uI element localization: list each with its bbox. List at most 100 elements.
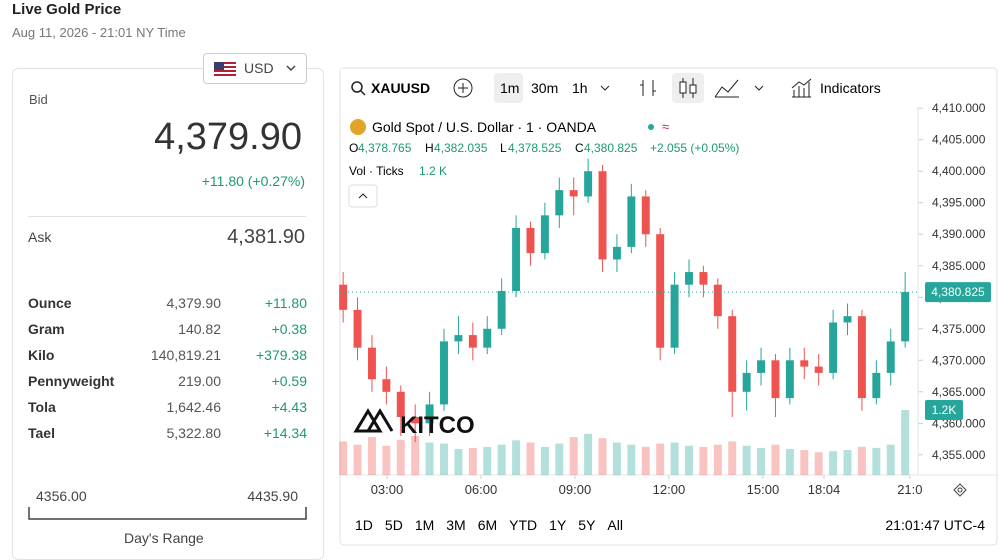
volume-bar — [641, 446, 650, 475]
ohlc-l-label: L — [500, 141, 507, 155]
bars-icon[interactable] — [640, 80, 656, 96]
candle-body — [425, 404, 434, 424]
area-icon[interactable] — [714, 79, 739, 98]
last-price-tag — [925, 282, 991, 303]
series-name: Gold Spot / U.S. Dollar · 1 · OANDA — [372, 119, 597, 135]
candle-body — [886, 341, 895, 373]
candle-body — [742, 372, 751, 392]
candles-icon — [689, 84, 697, 94]
volume-bar — [771, 444, 780, 475]
volume-bar — [728, 441, 737, 475]
status-icon: ≈ — [662, 119, 669, 134]
toolbar-bg — [341, 69, 931, 107]
volume-bar — [425, 442, 434, 475]
interval[interactable]: 1m — [500, 80, 519, 96]
unit-price: 140,819.21 — [150, 347, 221, 363]
range-button[interactable]: All — [607, 517, 623, 533]
interval[interactable]: 30m — [531, 80, 558, 96]
y-tick-label: 4,390.000 — [932, 227, 986, 241]
volume-value: 1.2 K — [419, 164, 447, 178]
range-button[interactable]: 3M — [446, 517, 465, 533]
candle-body — [440, 341, 448, 405]
logo-mark — [353, 408, 394, 433]
add-icon[interactable] — [453, 78, 473, 98]
candle-body — [339, 284, 348, 310]
chevron[interactable] — [754, 85, 764, 91]
unit-change: +4.43 — [271, 399, 307, 415]
volume-bar — [440, 443, 448, 475]
search-icon[interactable] — [351, 81, 363, 93]
gold-icon — [350, 119, 366, 135]
volume-bar — [555, 443, 564, 475]
unit-name: Gram — [28, 321, 65, 337]
candle-body — [483, 328, 492, 348]
indicators[interactable]: Indicators — [820, 80, 881, 96]
range-bar — [28, 507, 307, 520]
candle-body — [785, 360, 794, 399]
unit-name: Ounce — [28, 295, 72, 311]
bid-price: 4,379.90 — [154, 116, 302, 158]
candle-body — [353, 309, 362, 348]
volume-bar — [454, 449, 463, 475]
candle-body — [454, 335, 463, 342]
settings-icon[interactable] — [953, 483, 967, 497]
candle-body — [641, 196, 650, 235]
range-button[interactable]: 1Y — [549, 517, 567, 533]
divider — [28, 216, 306, 217]
currency-select[interactable]: USD — [203, 53, 307, 84]
candle-body — [800, 360, 809, 367]
candle-body — [814, 366, 823, 373]
x-tick-label: 09:00 — [559, 482, 592, 497]
range-button[interactable]: 5Y — [578, 517, 596, 533]
x-tick-label: 18:04 — [808, 482, 841, 497]
y-tick-label: 4,385.000 — [932, 259, 986, 273]
symbol[interactable]: XAUUSD — [371, 80, 430, 96]
volume-bar — [886, 444, 895, 475]
volume-bar — [526, 442, 535, 475]
ohlc-c-label: C — [575, 141, 584, 155]
volume-bar — [757, 447, 766, 475]
x-tick-label: 06:00 — [465, 482, 498, 497]
candle-body — [771, 360, 780, 399]
y-tick-label: 4,375.000 — [932, 322, 986, 336]
y-tick-label: 4,370.000 — [932, 353, 986, 367]
volume-bar — [598, 438, 607, 475]
candle-body — [497, 290, 506, 329]
candle-body — [670, 284, 679, 348]
candle-body — [540, 215, 549, 254]
range-button[interactable]: 6M — [478, 517, 497, 533]
candle-body — [857, 316, 866, 399]
volume-bar — [396, 439, 405, 475]
volume-bar — [829, 451, 838, 475]
flag-icon — [214, 62, 236, 76]
range-button[interactable]: YTD — [509, 517, 537, 533]
last-price-label: 4,380.825 — [931, 285, 985, 299]
candle-body — [612, 246, 621, 260]
range-button[interactable]: 5D — [385, 517, 403, 533]
collapse-button[interactable] — [348, 184, 378, 208]
indicators-icon[interactable] — [791, 78, 812, 98]
unit-change: +0.59 — [271, 373, 307, 389]
interval[interactable]: 1h — [572, 80, 588, 96]
candles-icon[interactable] — [679, 81, 687, 94]
volume-bar — [584, 433, 593, 475]
candle-body — [598, 171, 607, 260]
candle-body — [627, 196, 636, 247]
ohlc-h-label: H — [425, 141, 434, 155]
volume-bar — [800, 450, 809, 475]
volume-bar — [540, 446, 549, 475]
candle-body — [382, 379, 391, 392]
volume-bar — [468, 447, 477, 475]
range-button[interactable]: 1M — [415, 517, 434, 533]
y-tick-label: 4,410.000 — [932, 101, 986, 115]
volume-bar — [382, 445, 391, 475]
range-high: 4435.90 — [247, 488, 298, 504]
unit-price: 1,642.46 — [166, 399, 222, 415]
candle-body — [526, 227, 535, 254]
volume-bar — [742, 445, 751, 475]
unit-price: 5,322.80 — [166, 425, 222, 441]
range-button[interactable]: 1D — [355, 517, 373, 533]
range-low: 4356.00 — [36, 488, 87, 504]
chevron[interactable] — [600, 85, 610, 91]
volume-bar — [843, 450, 852, 475]
